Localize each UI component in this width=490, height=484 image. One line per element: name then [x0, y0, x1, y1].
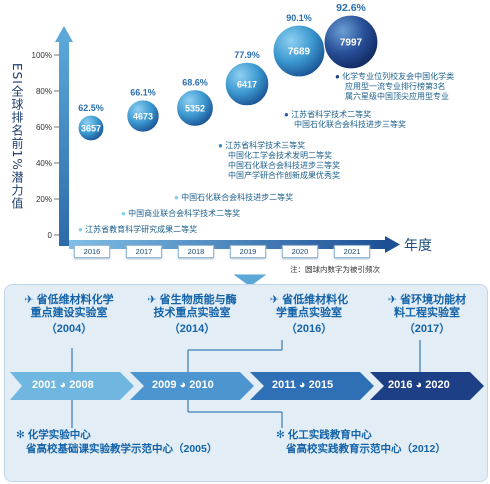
award-2019: ● 江苏省科学技术三等奖 中国化工学会技术发明二等奖 中国石化联合会科技进步三等… [218, 141, 340, 180]
y-axis-label: ESI全球排名前1%潜力值 [10, 63, 24, 210]
award-2020: ● 江苏省科学技术二等奖 中国石化联合会科技进步三等奖 [284, 110, 406, 129]
timeline-connectors [10, 340, 484, 428]
y-axis-arrowhead [55, 26, 73, 42]
year-box: 2020 [282, 245, 318, 258]
lab-card: ✈ 省低维材料化学 重点建设实验室 （2004） [24, 294, 114, 335]
potential-value-label: 90.1% [286, 13, 312, 23]
y-tick-label: 60% [36, 123, 52, 132]
citation-ball [175, 88, 215, 128]
citation-value-label: 3657 [81, 124, 101, 134]
award-2017: ● 中国商业联合会科学技术二等奖 [121, 209, 241, 218]
lab-card: ✈ 省生物质能与酶 技术重点实验室 （2014） [147, 294, 237, 335]
citation-ball [323, 14, 379, 70]
year-box: 2018 [178, 245, 214, 258]
atom-icon: ✻ [276, 429, 285, 441]
citation-ball [126, 99, 160, 133]
award-2018: ● 中国石化联合会科技进步二等奖 [174, 193, 294, 202]
chart-canvas: 0 20% 40% 60% 80% 100% 3657 62.5% 4673 66.1% 5352… [32, 2, 400, 253]
lab-card: ✈ 省低维材料化 学重点实验室 （2016） [269, 294, 349, 335]
citation-value-label: 4673 [133, 112, 153, 122]
year-box: 2017 [126, 245, 162, 258]
period-arrow [370, 372, 484, 400]
award-bullet-icon: ● [335, 72, 340, 81]
potential-value-label: 68.6% [182, 78, 208, 88]
citation-value-label: 7997 [340, 38, 363, 49]
y-tick-label: 0 [48, 231, 53, 240]
y-tick-label: 80% [36, 87, 52, 96]
y-axis-bar [59, 40, 69, 246]
year-box: 2021 [334, 245, 370, 258]
citation-value-label: 6417 [237, 80, 257, 90]
potential-value-label: 62.5% [78, 103, 104, 113]
period-label: 2001 ◕ 2008 [32, 379, 94, 391]
y-tick-label: 100% [32, 51, 52, 60]
award-bullet-icon: ● [174, 193, 179, 202]
lab-card: ✈ 省环境功能材 料工程实验室 （2017） [387, 294, 467, 335]
period-label: 2009 ◕ 2010 [152, 379, 214, 391]
award-2021: ● 化学专业位列校友会中国化学类 应用型一流专业排行榜第3名 属六星级中国顶尖应… [335, 72, 455, 101]
year-box: 2016 [74, 245, 110, 258]
x-axis-label: 年度 [404, 237, 432, 253]
y-tick-label: 20% [36, 195, 52, 204]
rocket-icon: ✈ [24, 294, 34, 306]
chart-note: 注：圆球内数字为被引频次 [290, 265, 380, 274]
year-box: 2019 [230, 245, 266, 258]
x-axis-bar [69, 240, 387, 249]
citation-ball [224, 61, 270, 107]
rocket-icon: ✈ [387, 294, 398, 306]
potential-value-label: 77.9% [234, 50, 260, 60]
section-down-arrow [230, 273, 270, 288]
award-2016: ● 江苏省教育科学研究成果二等奖 [78, 225, 198, 234]
award-bullet-icon: ● [218, 141, 223, 150]
citation-value-label: 5352 [185, 104, 205, 114]
period-label: 2016 ◕ 2020 [388, 379, 450, 391]
citation-value-label: 7689 [288, 47, 311, 58]
center-card: ✻ 化工实践教育中心 省高校实践教育示范中心（2012） [276, 429, 446, 455]
atom-icon: ✻ [16, 429, 25, 441]
period-arrow [10, 372, 134, 400]
award-bullet-icon: ● [121, 209, 126, 218]
potential-value-label: 92.6% [336, 2, 366, 14]
rocket-icon: ✈ [147, 294, 157, 306]
y-tick-label: 40% [36, 159, 52, 168]
period-arrow [250, 372, 374, 400]
x-axis-arrowhead [385, 236, 400, 253]
citation-ball [77, 114, 105, 142]
period-label: 2011 ◕ 2015 [272, 379, 334, 391]
award-bullet-icon: ● [284, 110, 289, 119]
center-card: ✻ 化学实验中心 省高校基础课实验教学示范中心（2005） [16, 429, 218, 455]
potential-value-label: 66.1% [130, 88, 156, 98]
period-arrow [130, 372, 254, 400]
award-bullet-icon: ● [78, 225, 83, 234]
rocket-icon: ✈ [269, 294, 280, 306]
